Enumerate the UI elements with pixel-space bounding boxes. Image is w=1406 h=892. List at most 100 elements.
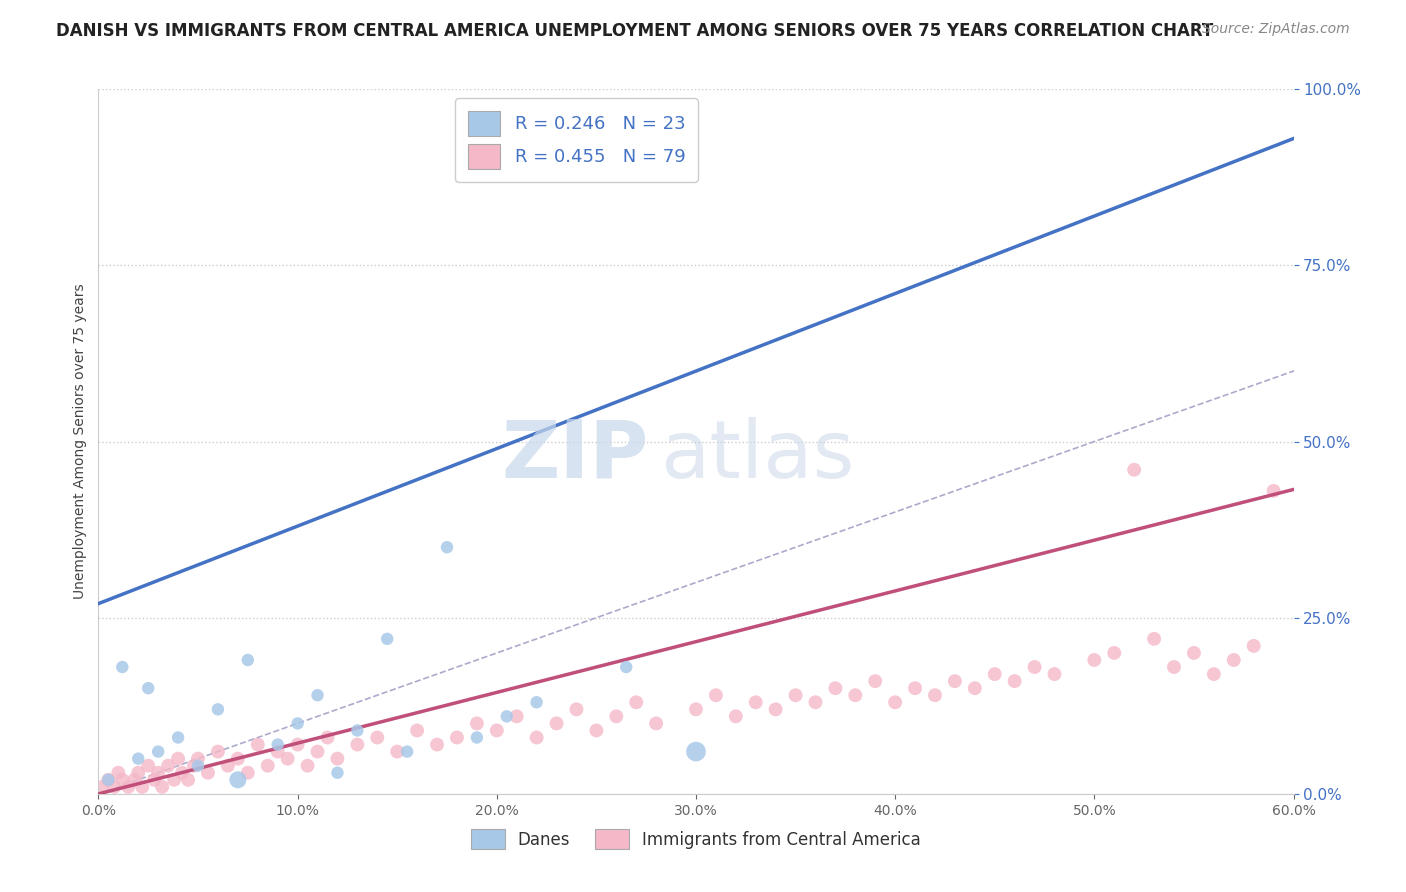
Point <box>111 772 134 787</box>
Point <box>546 716 568 731</box>
Point <box>1223 653 1246 667</box>
Point <box>1163 660 1185 674</box>
Point <box>207 702 229 716</box>
Text: ZIP: ZIP <box>501 417 648 495</box>
Point <box>724 709 747 723</box>
Point <box>236 765 259 780</box>
Point <box>685 745 707 759</box>
Point <box>131 780 153 794</box>
Point <box>495 709 517 723</box>
Point <box>526 695 548 709</box>
Point <box>745 695 768 709</box>
Point <box>1202 667 1225 681</box>
Point <box>963 681 986 696</box>
Point <box>277 751 299 765</box>
Point <box>605 709 627 723</box>
Point <box>150 780 173 794</box>
Point <box>446 731 468 745</box>
Point <box>924 688 946 702</box>
Point <box>143 772 166 787</box>
Point <box>91 780 114 794</box>
Point <box>167 731 190 745</box>
Point <box>943 674 966 689</box>
Point <box>197 765 219 780</box>
Point <box>614 660 637 674</box>
Point <box>1043 667 1066 681</box>
Point <box>217 758 239 772</box>
Point <box>157 758 180 772</box>
Point <box>396 745 419 759</box>
Point <box>824 681 846 696</box>
Point <box>167 751 190 765</box>
Point <box>385 745 409 759</box>
Point <box>765 702 787 716</box>
Point <box>326 765 349 780</box>
Point <box>1182 646 1205 660</box>
Point <box>148 745 170 759</box>
Point <box>685 702 707 716</box>
Point <box>267 738 290 752</box>
Point <box>1004 674 1026 689</box>
Point <box>436 541 458 555</box>
Point <box>326 751 349 765</box>
Point <box>804 695 827 709</box>
Point <box>207 745 229 759</box>
Point <box>426 738 449 752</box>
Point <box>127 751 149 765</box>
Text: atlas: atlas <box>661 417 855 495</box>
Point <box>287 738 309 752</box>
Legend: Danes, Immigrants from Central America: Danes, Immigrants from Central America <box>464 822 928 856</box>
Point <box>136 681 159 696</box>
Point <box>884 695 907 709</box>
Point <box>1104 646 1126 660</box>
Point <box>1243 639 1265 653</box>
Point <box>984 667 1007 681</box>
Point <box>297 758 319 772</box>
Point <box>485 723 508 738</box>
Point <box>585 723 607 738</box>
Point <box>177 772 200 787</box>
Point <box>1123 463 1146 477</box>
Point <box>366 731 388 745</box>
Point <box>704 688 727 702</box>
Point <box>136 758 159 772</box>
Point <box>865 674 887 689</box>
Point <box>226 751 249 765</box>
Point <box>97 772 120 787</box>
Point <box>127 765 149 780</box>
Point <box>307 688 329 702</box>
Text: Source: ZipAtlas.com: Source: ZipAtlas.com <box>1202 22 1350 37</box>
Point <box>187 758 209 772</box>
Point <box>163 772 186 787</box>
Point <box>256 758 278 772</box>
Point <box>346 723 368 738</box>
Point <box>375 632 398 646</box>
Point <box>187 751 209 765</box>
Point <box>267 745 290 759</box>
Point <box>111 660 134 674</box>
Point <box>785 688 807 702</box>
Point <box>406 723 429 738</box>
Point <box>148 765 170 780</box>
Point <box>465 731 488 745</box>
Point <box>183 758 205 772</box>
Point <box>172 765 194 780</box>
Point <box>1263 483 1285 498</box>
Point <box>97 772 120 787</box>
Point <box>1143 632 1166 646</box>
Point <box>626 695 648 709</box>
Point <box>117 780 139 794</box>
Point <box>316 731 339 745</box>
Point <box>465 716 488 731</box>
Y-axis label: Unemployment Among Seniors over 75 years: Unemployment Among Seniors over 75 years <box>73 284 87 599</box>
Point <box>844 688 866 702</box>
Point <box>904 681 927 696</box>
Point <box>236 653 259 667</box>
Point <box>226 772 249 787</box>
Point <box>1083 653 1105 667</box>
Point <box>346 738 368 752</box>
Point <box>107 765 129 780</box>
Point <box>246 738 269 752</box>
Point <box>103 780 125 794</box>
Point <box>287 716 309 731</box>
